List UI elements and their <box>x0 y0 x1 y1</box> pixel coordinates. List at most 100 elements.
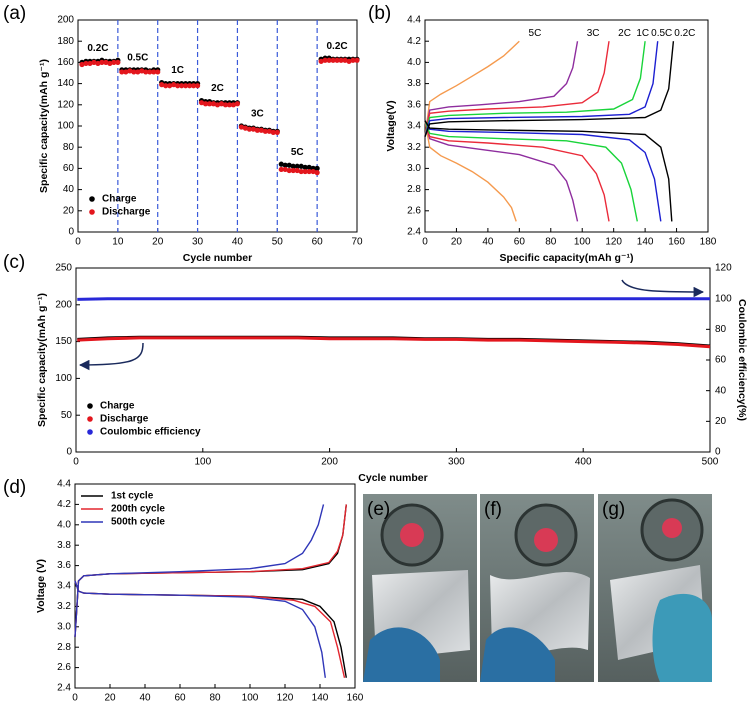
data-line <box>77 297 710 301</box>
y-tick-label: 0 <box>68 227 74 238</box>
data-point <box>238 124 245 130</box>
panel-label: (a) <box>3 3 26 24</box>
legend-label: Discharge <box>102 207 151 218</box>
x-tick-label: 0 <box>73 457 79 468</box>
data-point <box>246 126 252 132</box>
y-tick-label: 100 <box>55 373 72 384</box>
legend-label: 500th cycle <box>111 517 165 528</box>
data-point <box>278 166 284 173</box>
x-tick-label: 100 <box>194 457 211 468</box>
legend-label: Coulombic efficiency <box>100 427 201 438</box>
photo <box>363 494 477 682</box>
data-point <box>346 58 352 64</box>
x-tick-label: 60 <box>174 693 186 704</box>
data-point <box>262 128 268 134</box>
y-axis-label: Voltage(V) <box>385 100 397 151</box>
data-point <box>294 167 300 174</box>
y-tick-label: 3.4 <box>407 121 421 132</box>
data-point <box>290 163 296 169</box>
data-point <box>242 125 248 131</box>
x-tick-label: 500 <box>702 457 719 468</box>
x-tick-label: 120 <box>277 693 294 704</box>
data-point <box>143 69 149 75</box>
annotation: 0.2C <box>87 43 108 54</box>
data-point <box>354 57 360 63</box>
charge-curve <box>424 40 520 137</box>
data-point <box>87 60 93 67</box>
x-tick-label: 20 <box>451 237 463 248</box>
y2-tick-label: 40 <box>715 385 727 396</box>
y2-axis-label: Coulombic efficiency(%) <box>736 299 748 421</box>
legend-marker <box>87 429 93 435</box>
data-point <box>206 101 213 107</box>
x-axis-label: Specific capacity(mAh g⁻¹) <box>500 252 634 264</box>
data-point <box>222 102 229 108</box>
y-tick-label: 3.4 <box>57 581 71 592</box>
charge-curve <box>424 41 646 137</box>
charge-curve <box>424 41 659 137</box>
x-tick-label: 20 <box>152 237 164 248</box>
legend-label: 1st cycle <box>111 491 154 502</box>
data-point <box>131 69 137 75</box>
x-tick-label: 30 <box>192 237 204 248</box>
data-point <box>119 69 125 75</box>
data-point <box>111 59 117 65</box>
panel-label: (f) <box>484 499 502 520</box>
data-point <box>342 57 348 63</box>
data-point <box>266 128 272 134</box>
y2-tick-label: 120 <box>715 263 732 274</box>
x-axis-label: Cycle number <box>358 472 427 484</box>
y-tick-label: 100 <box>57 121 74 132</box>
discharge-curve <box>424 120 579 222</box>
data-point <box>198 100 205 106</box>
data-line <box>77 336 711 349</box>
curve-label: 1C <box>636 28 649 39</box>
y2-tick-label: 0 <box>715 447 721 458</box>
panel-label: (e) <box>367 499 390 520</box>
x-tick-label: 20 <box>104 693 116 704</box>
curve-label: 5C <box>529 28 542 39</box>
y-tick-label: 3.8 <box>407 78 421 89</box>
y-tick-label: 200 <box>55 299 72 310</box>
y-tick-label: 4.4 <box>57 479 71 490</box>
data-point <box>218 101 225 107</box>
y-tick-label: 4.2 <box>407 36 421 47</box>
y-tick-label: 120 <box>57 99 74 110</box>
data-point <box>123 69 129 75</box>
y-tick-label: 0 <box>66 447 72 458</box>
data-point <box>159 82 165 88</box>
panel-label: (g) <box>602 499 625 520</box>
annotation: 1C <box>171 65 184 76</box>
annotation: 2C <box>211 83 224 94</box>
data-point <box>214 102 221 108</box>
data-point <box>79 61 85 68</box>
legend-marker <box>89 196 95 202</box>
y-tick-label: 140 <box>57 78 74 89</box>
plot-frame <box>75 267 711 453</box>
panel-label: (b) <box>368 3 391 24</box>
data-point <box>302 164 308 170</box>
data-point <box>258 127 264 133</box>
data-point <box>290 167 296 174</box>
y-tick-label: 20 <box>63 205 75 216</box>
data-point <box>115 59 121 65</box>
data-point <box>326 57 332 63</box>
data-point <box>135 69 141 75</box>
x-tick-label: 180 <box>700 237 717 248</box>
x-tick-label: 50 <box>272 237 284 248</box>
curve-label: 0.5C <box>651 28 672 39</box>
data-point <box>127 68 133 74</box>
x-tick-label: 200 <box>321 457 338 468</box>
y-tick-label: 4.0 <box>57 519 71 530</box>
x-tick-label: 0 <box>75 237 81 248</box>
y-tick-label: 200 <box>57 15 74 26</box>
legend-label: Charge <box>100 401 135 412</box>
curve-label: 0.2C <box>674 28 695 39</box>
data-point <box>167 83 173 89</box>
data-point <box>107 60 113 67</box>
data-point <box>306 164 312 170</box>
arrow <box>621 279 705 298</box>
x-tick-label: 40 <box>482 237 494 248</box>
photo <box>480 494 594 682</box>
x-tick-label: 100 <box>242 693 259 704</box>
